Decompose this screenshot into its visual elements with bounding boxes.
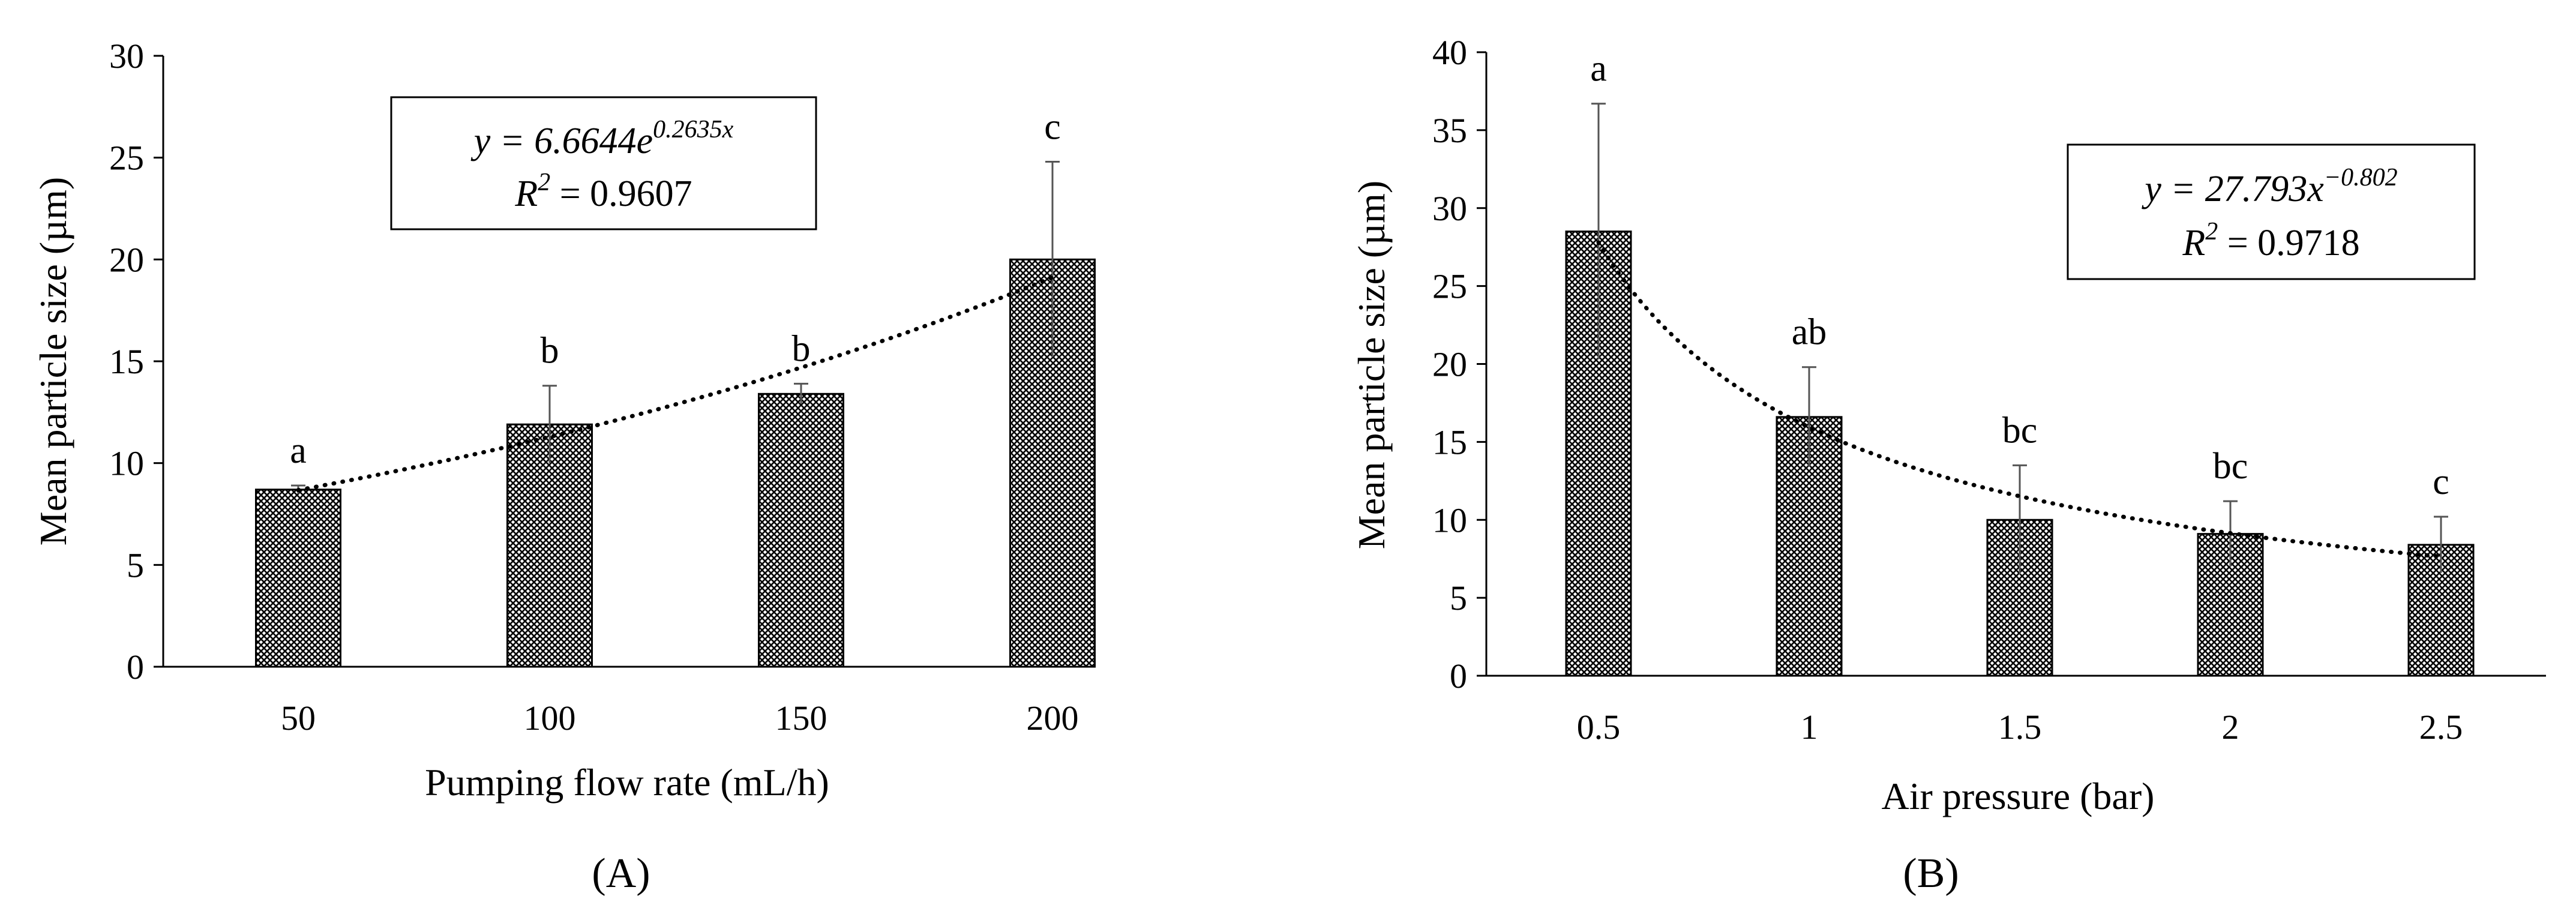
chart-a-r-squared-label: R bbox=[514, 173, 538, 214]
chart-a-equation-main: y = 6.6644e bbox=[470, 121, 653, 161]
chart-b-significance-letters: a ab bc bc c bbox=[1590, 49, 2449, 502]
chart-b-equation-border bbox=[2067, 143, 2476, 280]
chart-a-panel-label: (A) bbox=[592, 850, 650, 897]
x-tick-label: 150 bbox=[775, 699, 827, 738]
x-tick-label: 200 bbox=[1027, 699, 1079, 738]
x-tick-label: 1.5 bbox=[1998, 708, 2042, 747]
chart-b-y-axis-title: Mean particle size (µm) bbox=[1350, 181, 1393, 549]
chart-b-x-axis-title: Air pressure (bar) bbox=[1882, 775, 2155, 817]
chart-a-r-squared-value: = 0.9607 bbox=[550, 173, 692, 214]
significance-letter: c bbox=[1044, 106, 1061, 147]
chart-a-trendline bbox=[296, 275, 1055, 493]
significance-letter: ab bbox=[1792, 312, 1827, 353]
significance-letter: bc bbox=[2213, 446, 2248, 487]
chart-b-panel-label: (B) bbox=[1903, 850, 1959, 897]
chart-a-equation: y = 6.6644e0.2635x bbox=[470, 116, 734, 161]
chart-a-y-ticks: 0 5 10 15 20 25 30 bbox=[109, 37, 163, 687]
x-tick-label: 2.5 bbox=[2419, 708, 2463, 747]
chart-a-y-axis-title: Mean particle size (µm) bbox=[32, 177, 74, 546]
y-tick-label: 15 bbox=[1432, 422, 1467, 462]
y-tick-label: 10 bbox=[109, 444, 144, 483]
chart-b-equation-main: y = 27.793x bbox=[2141, 169, 2324, 209]
chart-b-r-squared-label: R bbox=[2182, 223, 2205, 263]
chart-a: 0 5 10 15 20 25 30 a b b c 50 100 150 200 Mean parti… bbox=[32, 37, 1096, 897]
significance-letter: a bbox=[1590, 49, 1607, 89]
chart-a-x-tick-labels: 50 100 150 200 bbox=[281, 699, 1079, 738]
chart-b: 0 5 10 15 20 25 30 35 40 a ab bc bc c 0.5 1 1.5 2 2.5 Me… bbox=[1350, 33, 2546, 897]
chart-a-error-bars bbox=[291, 160, 1060, 494]
bar-150 bbox=[758, 392, 844, 668]
y-tick-label: 30 bbox=[109, 37, 144, 76]
chart-b-equation-box: y = 27.793x−0.802 R2 = 0.9718 bbox=[2067, 143, 2476, 280]
bar-100 bbox=[506, 423, 593, 668]
significance-letter: c bbox=[2433, 462, 2449, 502]
chart-b-r-squared-value: = 0.9718 bbox=[2218, 223, 2359, 263]
y-tick-label: 15 bbox=[109, 342, 144, 381]
chart-b-trendline bbox=[1596, 240, 2443, 559]
x-tick-label: 0.5 bbox=[1577, 708, 1621, 747]
x-tick-label: 2 bbox=[2222, 708, 2239, 747]
significance-letter: b bbox=[541, 331, 559, 371]
y-tick-label: 20 bbox=[109, 240, 144, 279]
y-tick-label: 25 bbox=[109, 139, 144, 178]
y-tick-label: 0 bbox=[127, 648, 144, 687]
chart-a-equation-exponent: 0.2635x bbox=[653, 116, 734, 143]
significance-letter: b bbox=[792, 328, 811, 369]
y-tick-label: 30 bbox=[1432, 189, 1467, 228]
x-tick-label: 1 bbox=[1801, 708, 1818, 747]
chart-a-bars bbox=[255, 258, 1096, 668]
chart-a-equation-border bbox=[390, 96, 817, 230]
chart-b-equation: y = 27.793x−0.802 bbox=[2141, 164, 2397, 209]
x-tick-label: 100 bbox=[524, 699, 576, 738]
y-tick-label: 35 bbox=[1432, 111, 1467, 150]
chart-a-r-squared: R2 = 0.9607 bbox=[514, 169, 692, 214]
bar-50 bbox=[255, 489, 341, 668]
chart-b-r-squared: R2 = 0.9718 bbox=[2182, 218, 2359, 263]
chart-a-x-axis-title: Pumping flow rate (mL/h) bbox=[425, 761, 829, 804]
y-tick-label: 0 bbox=[1450, 657, 1467, 696]
significance-letter: bc bbox=[2002, 410, 2038, 451]
y-tick-label: 20 bbox=[1432, 345, 1467, 384]
chart-b-x-tick-labels: 0.5 1 1.5 2 2.5 bbox=[1577, 708, 2463, 747]
chart-b-bars bbox=[1565, 230, 2475, 677]
y-tick-label: 40 bbox=[1432, 33, 1467, 72]
chart-a-r-squared-superscript: 2 bbox=[538, 169, 550, 196]
chart-b-equation-exponent: −0.802 bbox=[2324, 164, 2398, 191]
y-tick-label: 5 bbox=[127, 546, 144, 585]
y-tick-label: 10 bbox=[1432, 501, 1467, 540]
y-tick-label: 5 bbox=[1450, 579, 1467, 618]
significance-letter: a bbox=[290, 430, 307, 471]
chart-b-y-ticks: 0 5 10 15 20 25 30 35 40 bbox=[1432, 33, 1486, 696]
chart-a-significance-letters: a b b c bbox=[290, 106, 1061, 471]
chart-b-r-squared-superscript: 2 bbox=[2205, 218, 2218, 245]
x-tick-label: 50 bbox=[281, 699, 316, 738]
y-tick-label: 25 bbox=[1432, 267, 1467, 306]
chart-a-equation-box: y = 6.6644e0.2635x R2 = 0.9607 bbox=[390, 96, 817, 230]
